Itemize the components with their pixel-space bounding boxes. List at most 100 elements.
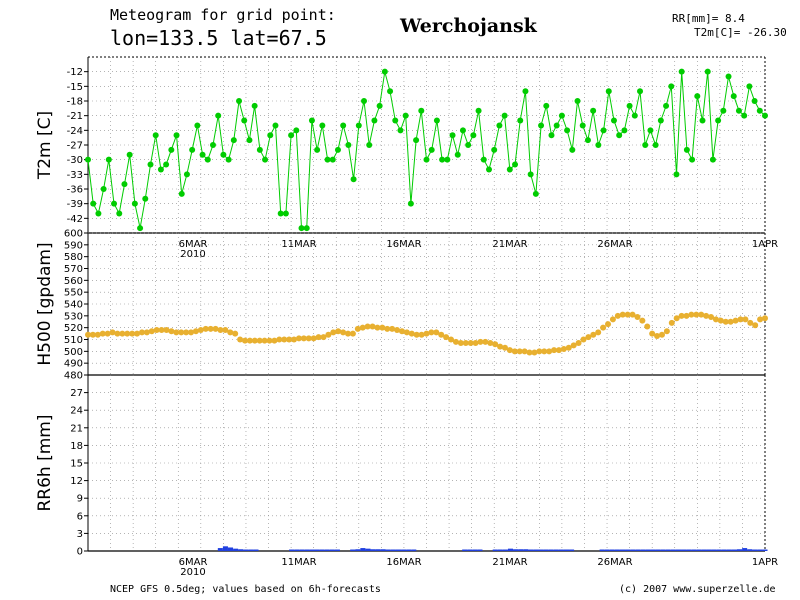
h500-point: [114, 330, 121, 337]
h500-point: [757, 316, 764, 323]
t2m-point: [236, 98, 243, 104]
t2m-point: [428, 146, 435, 153]
h500-point: [698, 311, 705, 318]
h500-point: [663, 328, 670, 335]
t2m-point: [319, 122, 326, 129]
t2m-point: [678, 68, 685, 75]
h500-point: [595, 329, 602, 336]
y-tick-label: 0: [77, 547, 83, 558]
t2m-point: [121, 181, 128, 188]
rr6h-bar: [233, 548, 239, 551]
rr6h-bar: [645, 549, 651, 551]
t2m-point: [137, 225, 144, 232]
h500-point: [261, 337, 268, 344]
h500-point: [89, 331, 96, 338]
t2m-point: [262, 156, 269, 163]
rr6h-bar: [513, 549, 519, 551]
t2m-point: [392, 117, 399, 124]
h500-point: [634, 314, 641, 321]
t2m-point: [387, 88, 394, 95]
rr6h-bar: [360, 548, 366, 551]
rr6h-bar: [375, 549, 381, 551]
y-tick-label: 500: [64, 347, 83, 358]
y-tick-label: 530: [64, 311, 83, 322]
t2m-point: [433, 117, 440, 124]
rr6h-bar: [294, 549, 300, 551]
t2m-point: [689, 156, 696, 163]
h500-point: [291, 336, 298, 343]
h500-point: [359, 324, 366, 331]
rr6h-bar: [528, 549, 534, 551]
t2m-point: [558, 112, 565, 119]
h500-point: [418, 331, 425, 338]
y-tick-label: -18: [67, 97, 83, 108]
rr6h-bar: [248, 549, 254, 551]
rr6h-bar: [304, 549, 310, 551]
x-tick-label: 11MAR: [281, 557, 316, 568]
h500-point: [237, 336, 244, 343]
h500-point: [389, 325, 396, 332]
rr6h-bar: [609, 549, 615, 551]
h500-point: [246, 337, 253, 344]
t2m-point: [480, 156, 487, 163]
t2m-point: [288, 132, 295, 139]
h500-point: [565, 344, 572, 351]
rr6h-bar: [721, 549, 727, 551]
axis-title-t2m: T2m [C]: [35, 111, 55, 180]
y-tick-label: -21: [67, 111, 83, 122]
t2m-point: [475, 107, 482, 114]
rr6h-bar: [558, 549, 564, 551]
rr6h-bar: [467, 549, 473, 551]
t2m-point: [350, 176, 357, 183]
t2m-point: [449, 132, 456, 139]
rr6h-bar: [650, 549, 656, 551]
h500-point: [438, 331, 445, 338]
rr6h-bar: [228, 547, 234, 551]
h500-point: [212, 325, 219, 332]
t2m-point: [163, 161, 170, 168]
t2m-point: [720, 107, 727, 114]
rr-total-readout: RR[mm]= 8.4: [672, 12, 745, 25]
h500-point: [541, 348, 548, 355]
t2m-point: [194, 122, 201, 129]
rr6h-bar: [569, 549, 575, 551]
h500-point: [85, 331, 91, 338]
rr6h-bar: [518, 549, 524, 551]
footer-copyright: (c) 2007 www.superzelle.de: [619, 584, 776, 595]
rr6h-bar: [243, 549, 249, 551]
t2m-point: [256, 146, 263, 153]
t2m-point: [85, 156, 91, 163]
rr6h-bar: [411, 549, 417, 551]
h500-point: [585, 334, 592, 341]
h500-point: [251, 337, 258, 344]
rr6h-bar: [502, 549, 508, 551]
h500-point: [183, 329, 190, 336]
t2m-point: [621, 127, 628, 134]
h500-point: [693, 311, 700, 318]
t2m-point: [595, 142, 602, 148]
t2m-point: [751, 98, 758, 104]
t2m-point: [637, 88, 644, 95]
t2m-point: [423, 156, 430, 163]
rr6h-bar: [355, 549, 361, 551]
h500-point: [138, 329, 145, 336]
h500-point: [99, 330, 106, 337]
t2m-point: [204, 156, 211, 163]
y-tick-label: 3: [77, 529, 83, 540]
t2m-point: [376, 102, 383, 109]
y-tick-label: -27: [67, 141, 83, 152]
y-tick-label: 560: [64, 276, 83, 287]
t2m-point: [496, 122, 503, 129]
h500-point: [703, 312, 710, 319]
h500-point: [551, 347, 558, 354]
h500-point: [678, 312, 685, 319]
h500-point: [143, 329, 150, 336]
x-tick-label: 6MAR: [179, 557, 208, 568]
y-tick-label: 9: [77, 494, 83, 505]
t2m-point: [715, 117, 722, 124]
h500-point: [457, 340, 464, 347]
rr6h-bar: [762, 549, 768, 551]
rr6h-bar: [731, 549, 737, 551]
y-tick-label: -12: [67, 67, 83, 78]
t2m-point: [303, 225, 310, 232]
